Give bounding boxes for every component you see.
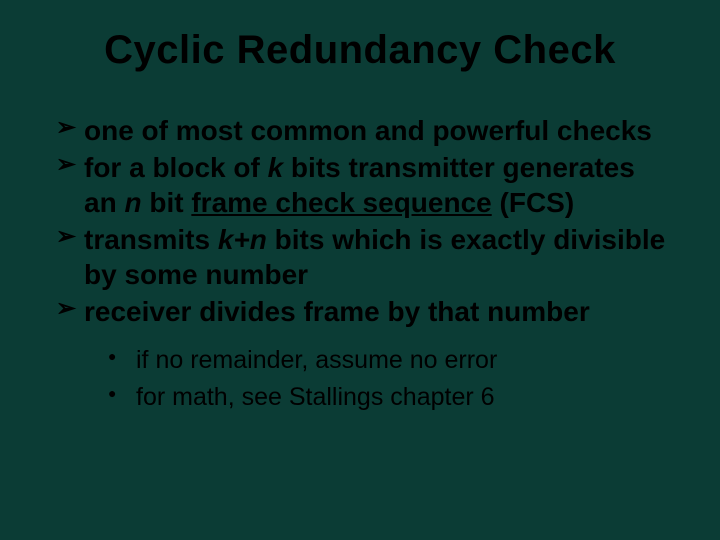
bullet-italic: n — [124, 187, 141, 218]
bullet-text: bit — [142, 187, 192, 218]
bullet-text: one of most common and powerful checks — [84, 115, 652, 146]
sub-bullet-text: for math, see Stallings chapter 6 — [136, 383, 495, 411]
bullet-underline: frame check sequence — [191, 187, 491, 218]
bullet-text: transmits — [84, 224, 218, 255]
bullet-text: receiver divides frame by that number — [84, 296, 590, 327]
slide-container: Cyclic Redundancy Check one of most comm… — [0, 0, 720, 540]
bullet-text: (FCS) — [492, 187, 574, 218]
sub-bullet-item: for math, see Stallings chapter 6 — [108, 380, 672, 415]
sub-bullet-text: if no remainder, assume no error — [136, 346, 497, 374]
bullet-item: one of most common and powerful checks — [56, 113, 672, 148]
bullet-item: for a block of k bits transmitter genera… — [56, 150, 672, 220]
slide-title: Cyclic Redundancy Check — [48, 28, 672, 73]
bullet-text: for a block of — [84, 152, 268, 183]
main-bullet-list: one of most common and powerful checks f… — [48, 113, 672, 329]
bullet-italic: k — [268, 152, 284, 183]
bullet-italic: k+n — [218, 224, 267, 255]
sub-bullet-list: if no remainder, assume no error for mat… — [48, 343, 672, 415]
bullet-item: receiver divides frame by that number — [56, 294, 672, 329]
bullet-item: transmits k+n bits which is exactly divi… — [56, 222, 672, 292]
sub-bullet-item: if no remainder, assume no error — [108, 343, 672, 378]
